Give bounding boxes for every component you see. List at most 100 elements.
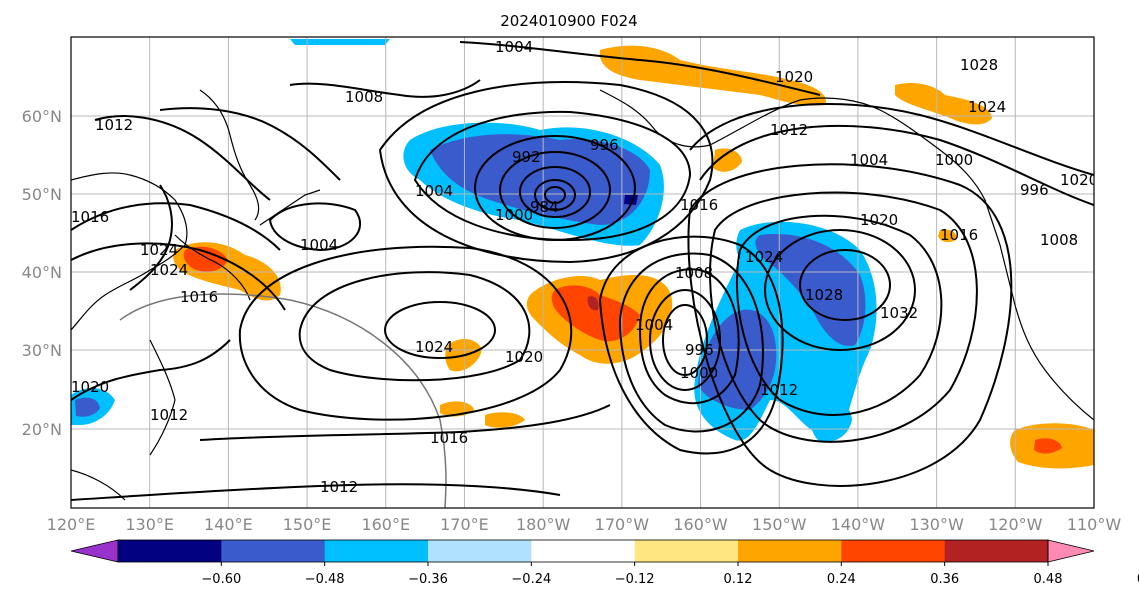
- contour-label: 1028: [960, 56, 998, 74]
- longitude-label: 170°W: [595, 515, 650, 534]
- contour-label: 1024: [140, 241, 178, 259]
- colorbar-tick-label: −0.24: [511, 572, 551, 587]
- contour-label: 1000: [935, 151, 973, 169]
- colorbar-tick-labels: −0.60 −0.48 −0.36 −0.24 −0.12 0.12 0.24 0.36 0.4…: [201, 562, 1139, 587]
- colorbar-segment: [841, 540, 946, 562]
- contour-label: 1004: [300, 236, 338, 254]
- isobar-1016-south: [199, 404, 611, 441]
- contour-label: 1004: [635, 316, 673, 334]
- shading-layer: [71, 39, 1094, 469]
- colorbar-tick-label: −0.48: [305, 572, 345, 587]
- isobar-1008-main: [378, 81, 714, 264]
- positive-anomaly-small-south2: [485, 412, 525, 428]
- contour-label: 1024: [150, 261, 188, 279]
- contour-label-group: 1004 1008 1008 1012 1012 1016 1016 1016 …: [71, 38, 1094, 496]
- isobar-984: [544, 186, 566, 204]
- longitude-labels: 120°E 130°E 140°E 150°E 160°E 170°E 180°W 170°W…: [47, 515, 1122, 534]
- negative-anomaly-southeast: [810, 393, 852, 442]
- contour-label: 992: [512, 148, 541, 166]
- negative-anomaly-north-pacific-core: [430, 134, 650, 225]
- positive-anomaly-baja-core: [1034, 438, 1062, 454]
- longitude-label: 150°W: [752, 515, 807, 534]
- contour-label: 1012: [150, 406, 188, 424]
- isobar-1020-high: [298, 271, 531, 382]
- negative-anomaly-top-strip: [290, 39, 390, 45]
- longitude-label: 120°E: [47, 515, 96, 534]
- map-panel: 1004 1008 1008 1012 1012 1016 1016 1016 …: [70, 36, 1095, 509]
- contour-label: 1020: [505, 348, 543, 366]
- isobar-1016-west: [71, 242, 286, 311]
- contour-label: 1024: [415, 338, 453, 356]
- isobar-1024-high: [384, 301, 496, 359]
- contour-label: 1016: [180, 288, 218, 306]
- latitude-label: 20°N: [22, 420, 62, 439]
- kuril-islands: [259, 189, 321, 226]
- longitude-label: 150°E: [283, 515, 332, 534]
- isobar-1024-east: [736, 214, 943, 416]
- map-frame: [70, 36, 1095, 509]
- contour-label: 1024: [745, 248, 783, 266]
- contour-label: 996: [685, 341, 714, 359]
- positive-anomaly-gulf-alaska: [713, 148, 742, 172]
- latitude-label: 60°N: [22, 107, 62, 126]
- longitude-label: 130°W: [909, 515, 964, 534]
- isobar-1012-north: [699, 124, 1094, 206]
- isobar-1032-high: [799, 249, 891, 321]
- latitude-label: 50°N: [22, 185, 62, 204]
- asia-coast: [71, 172, 188, 331]
- contour-label: 1016: [940, 226, 978, 244]
- colorbar-tick-label: 0.36: [930, 572, 959, 587]
- colorbar-tick-label: −0.36: [408, 572, 448, 587]
- longitude-label: 130°E: [125, 515, 174, 534]
- colorbar-extend-max: [1047, 539, 1095, 563]
- colorbar-segment: [221, 540, 326, 562]
- isobar-1004-main: [413, 110, 692, 242]
- colorbar-tick-label: −0.12: [615, 572, 655, 587]
- contour-label: 984: [530, 198, 559, 216]
- contour-label: 1032: [880, 304, 918, 322]
- longitude-label: 120°W: [988, 515, 1043, 534]
- longitude-label: 170°E: [440, 515, 489, 534]
- contour-label: 1020: [71, 378, 109, 396]
- contour-label: 1012: [320, 478, 358, 496]
- isobar-1020-east: [709, 191, 978, 443]
- isobar-1004-north: [459, 41, 821, 96]
- isobar-1008-sub: [618, 252, 764, 433]
- north-america-west-coast: [999, 244, 1094, 421]
- isobar-1020-west: [71, 339, 231, 401]
- isobar-1016-east: [687, 163, 1013, 487]
- positive-anomaly-central-dark: [587, 296, 599, 311]
- latitude-label: 40°N: [22, 263, 62, 282]
- isobar-996: [499, 151, 611, 229]
- isobar-1016-high: [238, 245, 573, 421]
- colorbar-segment: [428, 540, 532, 562]
- colorbar: [70, 539, 1095, 563]
- alaska-coast: [599, 89, 881, 148]
- longitude-label: 180°W: [516, 515, 571, 534]
- negative-anomaly-east-pacific-core: [755, 234, 866, 346]
- contour-label: 1016: [430, 429, 468, 447]
- circle-arc: [119, 293, 447, 508]
- isobar-1012-sub: [598, 235, 784, 455]
- isobar-1012-south: [71, 483, 561, 501]
- contour-label: 1016: [71, 208, 109, 226]
- contour-label: 996: [1020, 181, 1049, 199]
- negative-anomaly-west-core: [75, 397, 100, 417]
- canada-coast: [879, 109, 1001, 246]
- contour-label: 996: [590, 136, 619, 154]
- colorbar-tick-label: 0.48: [1034, 572, 1063, 587]
- longitude-label: 140°W: [831, 515, 886, 534]
- map-title: 2024010900 F024: [500, 12, 637, 30]
- colorbar-tick-label: 0.60: [1137, 572, 1139, 587]
- longitude-label: 110°W: [1067, 515, 1122, 534]
- colorbar-segment: [738, 540, 842, 562]
- isobar-992: [519, 166, 591, 218]
- colorbar-segment: [324, 540, 429, 562]
- latitude-labels: 60°N 50°N 40°N 30°N 20°N: [22, 107, 62, 439]
- colorbar-tick-label: 0.24: [827, 572, 856, 587]
- contour-label: 1008: [345, 88, 383, 106]
- isobar-1004-west: [268, 202, 361, 252]
- contour-label: 1004: [495, 38, 533, 56]
- colorbar-segment: [118, 540, 222, 562]
